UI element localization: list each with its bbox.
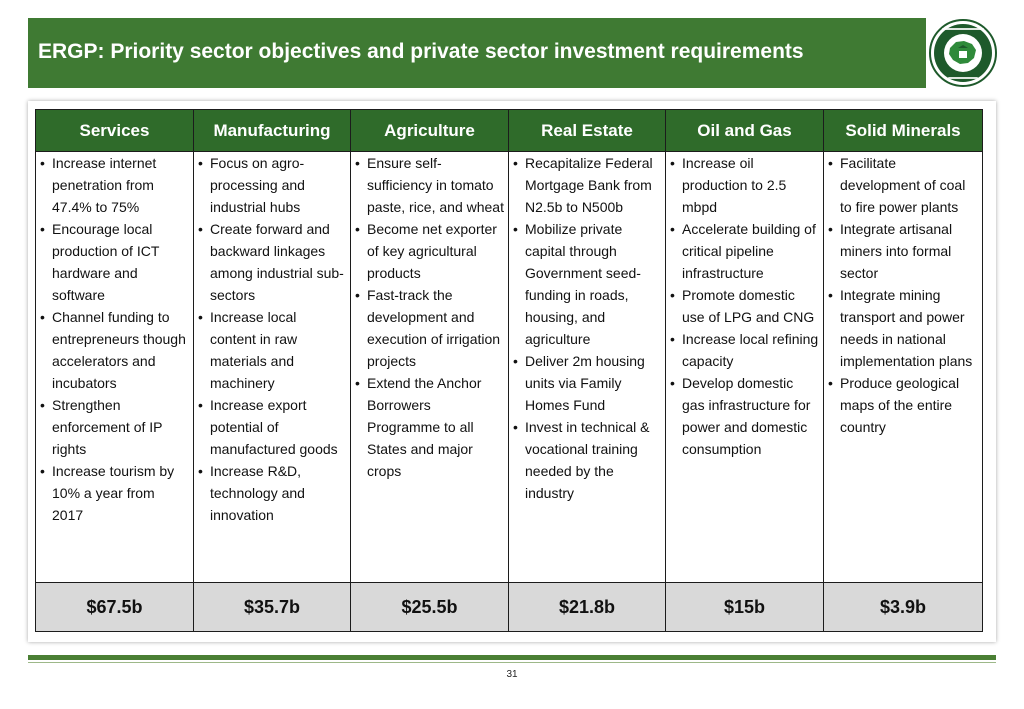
objective-item: Recapitalize Federal Mortgage Bank from …	[513, 152, 661, 218]
objectives-list: Ensure self-sufficiency in tomato paste,…	[351, 152, 508, 482]
page-number: 31	[506, 669, 518, 680]
objective-item: Encourage local production of ICT hardwa…	[40, 218, 189, 306]
header-bar: ERGP: Priority sector objectives and pri…	[28, 18, 926, 88]
objectives-list: Focus on agro-processing and industrial …	[194, 152, 350, 526]
objective-item: Increase export potential of manufacture…	[198, 394, 346, 460]
objectives-list: Recapitalize Federal Mortgage Bank from …	[509, 152, 665, 504]
objective-item: Invest in technical & vocational trainin…	[513, 416, 661, 504]
objective-item: Develop domestic gas infrastructure for …	[670, 372, 819, 460]
investment-total-services: $67.5b	[35, 582, 194, 632]
objectives-list: Increase oil production to 2.5 mbpdAccel…	[666, 152, 823, 460]
objective-item: Mobilize private capital through Governm…	[513, 218, 661, 350]
objective-item: Strengthen enforcement of IP rights	[40, 394, 189, 460]
objective-item: Increase local refining capacity	[670, 328, 819, 372]
footer-rule	[28, 655, 996, 660]
objective-item: Increase R&D, technology and innovation	[198, 460, 346, 526]
sector-header-manufacturing: Manufacturing	[193, 109, 351, 152]
sector-header-oil-and-gas: Oil and Gas	[665, 109, 824, 152]
objectives-row: Increase internet penetration from 47.4%…	[35, 151, 983, 583]
objective-item: Promote domestic use of LPG and CNG	[670, 284, 819, 328]
footer-rule-thin	[28, 662, 996, 663]
objectives-list: Facilitate development of coal to fire p…	[824, 152, 982, 438]
sector-header-real-estate: Real Estate	[508, 109, 666, 152]
objective-item: Fast-track the development and execution…	[355, 284, 504, 372]
objective-item: Increase oil production to 2.5 mbpd	[670, 152, 819, 218]
objective-item: Facilitate development of coal to fire p…	[828, 152, 978, 218]
investment-total-real-estate: $21.8b	[508, 582, 666, 632]
commission-seal-icon	[929, 19, 997, 87]
table-frame: Services Manufacturing Agriculture Real …	[28, 101, 996, 642]
objectives-cell-services: Increase internet penetration from 47.4%…	[35, 151, 194, 583]
objectives-cell-oil-and-gas: Increase oil production to 2.5 mbpdAccel…	[665, 151, 824, 583]
objective-item: Ensure self-sufficiency in tomato paste,…	[355, 152, 504, 218]
objective-item: Deliver 2m housing units via Family Home…	[513, 350, 661, 416]
objective-item: Become net exporter of key agricultural …	[355, 218, 504, 284]
objective-item: Increase tourism by 10% a year from 2017	[40, 460, 189, 526]
objectives-list: Increase internet penetration from 47.4%…	[36, 152, 193, 526]
objective-item: Extend the Anchor Borrowers Programme to…	[355, 372, 504, 482]
objectives-cell-manufacturing: Focus on agro-processing and industrial …	[193, 151, 351, 583]
sector-table: Services Manufacturing Agriculture Real …	[35, 109, 983, 632]
objective-item: Create forward and backward linkages amo…	[198, 218, 346, 306]
investment-total-solid-minerals: $3.9b	[823, 582, 983, 632]
objective-item: Accelerate building of critical pipeline…	[670, 218, 819, 284]
investment-total-agriculture: $25.5b	[350, 582, 509, 632]
objective-item: Focus on agro-processing and industrial …	[198, 152, 346, 218]
objective-item: Increase local content in raw materials …	[198, 306, 346, 394]
investment-total-oil-and-gas: $15b	[665, 582, 824, 632]
objective-item: Produce geological maps of the entire co…	[828, 372, 978, 438]
objective-item: Integrate mining transport and power nee…	[828, 284, 978, 372]
objective-item: Channel funding to entrepreneurs though …	[40, 306, 189, 394]
objectives-cell-agriculture: Ensure self-sufficiency in tomato paste,…	[350, 151, 509, 583]
sector-header-solid-minerals: Solid Minerals	[823, 109, 983, 152]
sector-header-row: Services Manufacturing Agriculture Real …	[35, 109, 983, 152]
objective-item: Increase internet penetration from 47.4%…	[40, 152, 189, 218]
sector-header-agriculture: Agriculture	[350, 109, 509, 152]
investment-total-manufacturing: $35.7b	[193, 582, 351, 632]
objectives-cell-real-estate: Recapitalize Federal Mortgage Bank from …	[508, 151, 666, 583]
objective-item: Integrate artisanal miners into formal s…	[828, 218, 978, 284]
investment-total-row: $67.5b $35.7b $25.5b $21.8b $15b $3.9b	[35, 582, 983, 632]
page-title: ERGP: Priority sector objectives and pri…	[38, 40, 804, 63]
sector-header-services: Services	[35, 109, 194, 152]
objectives-cell-solid-minerals: Facilitate development of coal to fire p…	[823, 151, 983, 583]
